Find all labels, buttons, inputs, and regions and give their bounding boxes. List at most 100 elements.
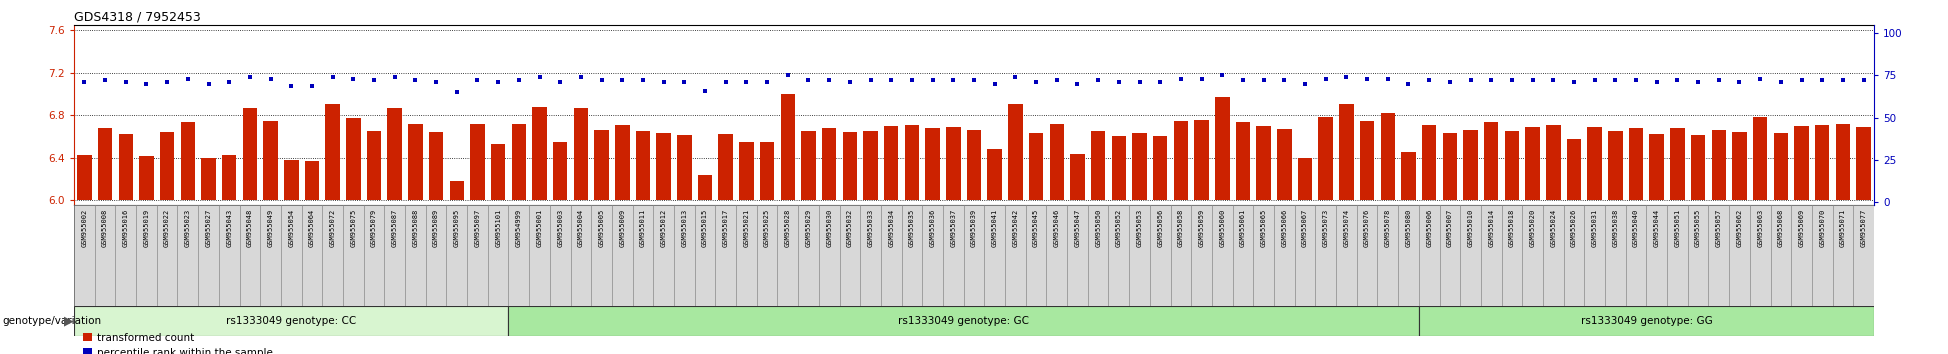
Bar — [446, 205, 468, 306]
Text: GSM955037: GSM955037 — [951, 209, 956, 247]
Point — [462, 78, 493, 83]
Bar — [1584, 205, 1605, 306]
Bar — [612, 205, 633, 306]
Bar — [181, 122, 195, 200]
Point — [1290, 81, 1321, 87]
Bar — [1792, 205, 1812, 306]
Bar — [347, 118, 360, 200]
Text: GSM955004: GSM955004 — [579, 209, 584, 247]
Text: GSM955059: GSM955059 — [1198, 209, 1204, 247]
Point — [1477, 78, 1508, 83]
Bar — [573, 108, 588, 200]
Text: GSM955027: GSM955027 — [205, 209, 212, 247]
Bar — [1609, 131, 1623, 200]
Bar — [1356, 205, 1377, 306]
Point — [814, 78, 845, 83]
Point — [1186, 76, 1218, 82]
Bar — [756, 205, 777, 306]
Bar — [343, 205, 364, 306]
Bar — [302, 205, 321, 306]
Point — [1537, 78, 1568, 83]
Point — [1806, 78, 1837, 83]
Bar — [861, 205, 880, 306]
Bar — [97, 128, 113, 200]
Text: GSM955039: GSM955039 — [970, 209, 978, 247]
Bar — [1629, 128, 1644, 200]
Bar — [1853, 205, 1874, 306]
Bar — [487, 205, 508, 306]
Bar — [902, 205, 921, 306]
Bar — [1029, 133, 1044, 200]
Point — [1599, 78, 1630, 83]
Point — [337, 76, 368, 82]
Point — [1827, 78, 1858, 83]
Bar — [1463, 130, 1479, 200]
Point — [1393, 81, 1424, 87]
Text: GSM955041: GSM955041 — [992, 209, 997, 247]
Bar — [1009, 104, 1023, 200]
Point — [649, 79, 680, 85]
Point — [440, 90, 471, 95]
Text: GSM955043: GSM955043 — [226, 209, 232, 247]
Bar — [1502, 205, 1521, 306]
Text: GSM955073: GSM955073 — [1323, 209, 1329, 247]
Text: GSM955076: GSM955076 — [1364, 209, 1369, 247]
Bar — [409, 124, 423, 200]
Text: GSM955010: GSM955010 — [1467, 209, 1473, 247]
Text: GSM955019: GSM955019 — [144, 209, 150, 247]
Point — [627, 78, 658, 83]
Text: GSM955051: GSM955051 — [1675, 209, 1681, 247]
Bar — [1149, 205, 1171, 306]
Point — [380, 74, 411, 80]
Bar — [1484, 122, 1498, 200]
Point — [1268, 78, 1299, 83]
Bar — [1708, 205, 1730, 306]
Text: GSM955055: GSM955055 — [1695, 209, 1701, 247]
Point — [752, 79, 783, 85]
Bar — [468, 205, 487, 306]
Text: GSM955089: GSM955089 — [432, 209, 438, 247]
Bar — [1418, 306, 1874, 336]
Point — [1703, 78, 1734, 83]
Bar — [1216, 97, 1229, 200]
Text: GDS4318 / 7952453: GDS4318 / 7952453 — [74, 11, 201, 24]
Point — [1765, 79, 1796, 85]
Text: GSM955005: GSM955005 — [598, 209, 604, 247]
Bar — [653, 205, 674, 306]
Text: GSM955053: GSM955053 — [1136, 209, 1143, 247]
Bar — [1461, 205, 1480, 306]
Bar — [74, 306, 508, 336]
Point — [193, 81, 224, 87]
Bar — [1274, 205, 1295, 306]
Text: GSM955047: GSM955047 — [1075, 209, 1081, 247]
Bar — [1443, 133, 1457, 200]
Bar — [863, 131, 879, 200]
Bar — [1525, 127, 1539, 200]
Text: GSM955011: GSM955011 — [641, 209, 647, 247]
Bar — [304, 161, 319, 200]
Point — [214, 79, 245, 85]
Bar — [1667, 205, 1687, 306]
Bar — [244, 108, 257, 200]
Point — [1206, 73, 1237, 78]
Point — [90, 78, 121, 83]
Bar — [880, 205, 902, 306]
Bar — [1504, 131, 1519, 200]
Bar — [429, 132, 444, 200]
Text: GSM955075: GSM955075 — [351, 209, 356, 247]
Text: GSM955001: GSM955001 — [536, 209, 543, 247]
Point — [1145, 79, 1177, 85]
Text: GSM955072: GSM955072 — [329, 209, 335, 247]
Bar — [388, 108, 401, 200]
Bar — [199, 205, 218, 306]
Bar — [1401, 152, 1416, 200]
Point — [524, 74, 555, 80]
Bar — [1068, 205, 1087, 306]
Point — [1227, 78, 1258, 83]
Bar — [450, 181, 464, 200]
Point — [318, 74, 349, 80]
Bar — [1732, 132, 1747, 200]
Bar — [74, 205, 95, 306]
Bar — [988, 149, 1001, 200]
Bar — [1087, 205, 1108, 306]
